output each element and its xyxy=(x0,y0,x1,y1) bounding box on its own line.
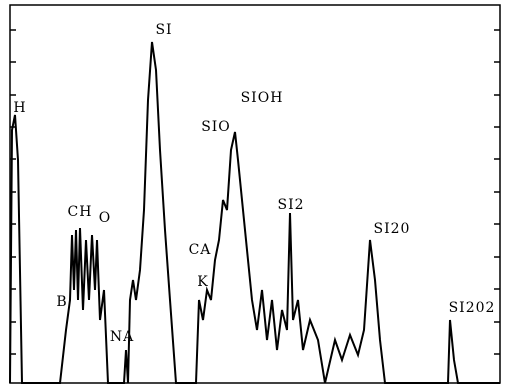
peak-label: SIOH xyxy=(241,90,284,106)
peak-label: SIO xyxy=(201,119,231,135)
plot-frame xyxy=(9,4,501,384)
peak-label: O xyxy=(99,210,111,226)
peak-label: SI xyxy=(155,22,172,38)
spectrum-line xyxy=(9,41,500,384)
peak-label: B xyxy=(56,294,67,310)
peak-label: SI202 xyxy=(449,300,496,316)
peak-label: H xyxy=(13,100,26,116)
peak-label: CH xyxy=(68,204,93,220)
peak-label: NA xyxy=(110,329,134,345)
peak-label: K xyxy=(197,274,208,290)
peak-label: CA xyxy=(189,242,212,258)
peak-label: SI20 xyxy=(374,221,411,237)
peak-label: SI2 xyxy=(277,197,304,213)
